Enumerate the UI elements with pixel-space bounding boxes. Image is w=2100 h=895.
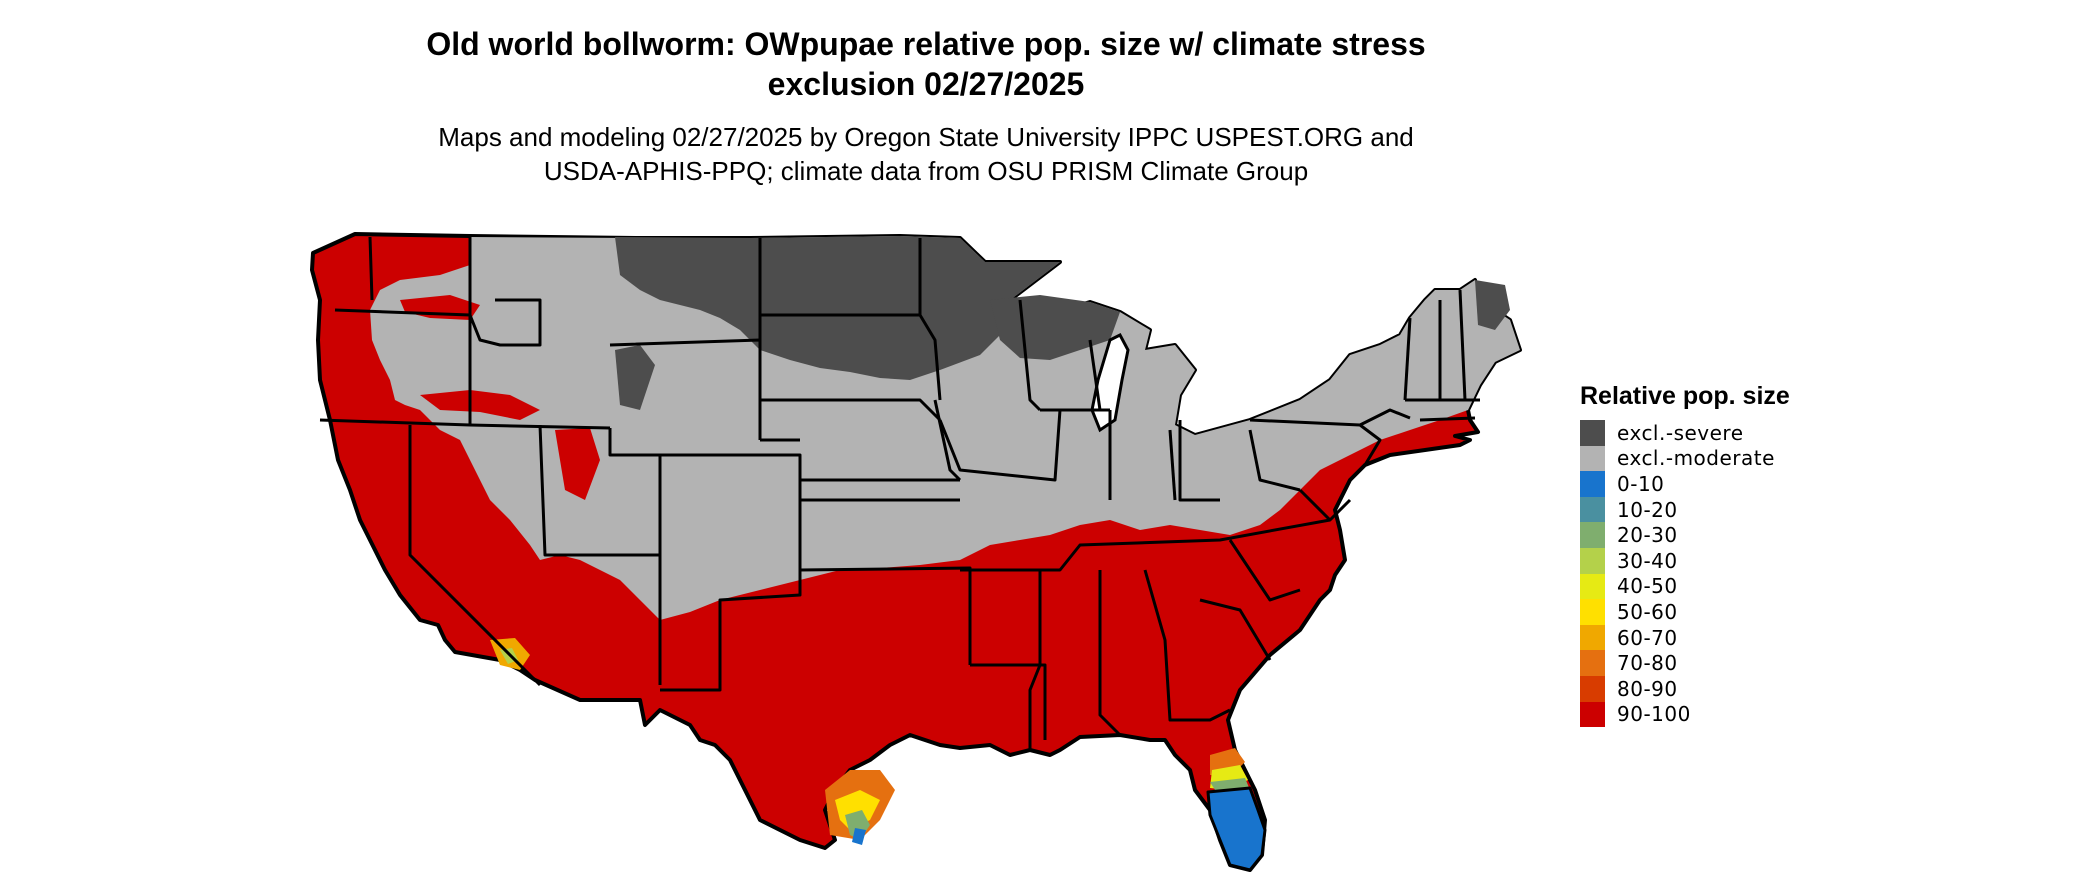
legend-swatch [1580, 522, 1605, 548]
legend-item: 20-30 [1580, 522, 1900, 548]
legend-swatch [1580, 496, 1605, 523]
legend-swatch [1580, 650, 1605, 676]
legend-item: 50-60 [1580, 599, 1900, 625]
legend-item: 60-70 [1580, 624, 1900, 651]
legend-label: 50-60 [1617, 599, 1678, 624]
state-boundaries [319, 236, 1480, 750]
red-patch-snake-river [420, 390, 540, 420]
legend-item: 40-50 [1580, 573, 1900, 600]
legend-item: 90-100 [1580, 701, 1900, 728]
legend-swatch [1580, 420, 1605, 446]
subtitle-line-2: USDA-APHIS-PPQ; climate data from OSU PR… [543, 156, 1309, 186]
legend-item: 70-80 [1580, 650, 1900, 676]
tx-coast-0-10 [852, 828, 866, 845]
legend-label: excl.-severe [1617, 420, 1744, 445]
title-line-2: exclusion 02/27/2025 [767, 66, 1085, 102]
title-line-1: Old world bollworm: OWpupae relative pop… [426, 26, 1426, 62]
legend-item: excl.-severe [1580, 420, 1900, 446]
map-header: Old world bollworm: OWpupae relative pop… [0, 24, 1852, 188]
legend-label: 10-20 [1617, 497, 1678, 522]
red-patch-utah [555, 428, 600, 500]
legend-swatch [1580, 624, 1605, 651]
map-title: Old world bollworm: OWpupae relative pop… [0, 24, 1852, 104]
legend-label: 30-40 [1617, 548, 1678, 573]
excl-severe-north-plains [615, 236, 1060, 380]
legend-label: 0-10 [1617, 471, 1665, 496]
legend-label: 70-80 [1617, 651, 1678, 676]
legend-title: Relative pop. size [1580, 382, 1790, 410]
legend-swatch [1580, 599, 1605, 625]
legend-item: 30-40 [1580, 547, 1900, 574]
legend-item: 0-10 [1580, 471, 1900, 497]
legend-swatch [1580, 701, 1605, 728]
excl-severe-wyoming [615, 345, 655, 410]
fl-0-10 [1206, 786, 1267, 872]
map-subtitle: Maps and modeling 02/27/2025 by Oregon S… [0, 120, 1852, 188]
legend-label: 60-70 [1617, 625, 1678, 650]
legend-items: excl.-severe excl.-moderate 0-10 10-20 20-30… [1580, 420, 1900, 728]
subtitle-line-1: Maps and modeling 02/27/2025 by Oregon S… [438, 122, 1414, 152]
map-legend: Relative pop. size excl.-severe excl.-mod… [1580, 380, 1900, 728]
us-map [300, 225, 1550, 895]
legend-label: 40-50 [1617, 574, 1678, 599]
excl-severe-maine [1475, 280, 1510, 330]
legend-swatch [1580, 547, 1605, 574]
legend-label: 80-90 [1617, 676, 1678, 701]
legend-item: 10-20 [1580, 496, 1900, 523]
us-map-svg [310, 232, 1522, 872]
legend-label: 20-30 [1617, 523, 1678, 548]
legend-item: 80-90 [1580, 675, 1900, 702]
legend-label: 90-100 [1617, 702, 1691, 727]
legend-item: excl.-moderate [1580, 445, 1900, 472]
legend-label: excl.-moderate [1617, 446, 1775, 471]
legend-swatch [1580, 471, 1605, 497]
legend-swatch [1580, 573, 1605, 600]
legend-swatch [1580, 675, 1605, 702]
legend-swatch [1580, 445, 1605, 472]
excl-moderate-region [370, 236, 1520, 620]
